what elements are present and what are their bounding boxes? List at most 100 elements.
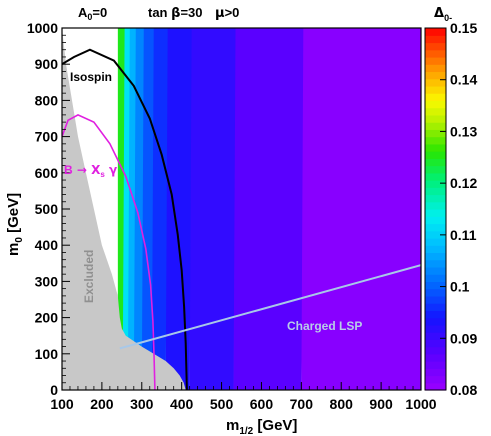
y-tick-label: 800: [35, 92, 59, 108]
isospin-contour: [62, 48, 188, 390]
y-axis-title: m0 [GeV]: [5, 193, 25, 256]
colorbar: [425, 28, 446, 391]
x-tick-label: 100: [50, 396, 74, 412]
colorbar-cell: [425, 346, 446, 355]
colorbar-cell: [425, 230, 446, 239]
colorbar-cell: [425, 339, 446, 348]
header-a0: A0=0: [78, 5, 107, 22]
x-tick-label: 400: [170, 396, 194, 412]
colorbar-cell: [425, 122, 446, 130]
y-tick-label: 900: [35, 56, 59, 72]
colorbar-cell: [425, 295, 446, 304]
overlays: [62, 28, 421, 390]
colorbar-cell: [425, 129, 446, 138]
colorbar-tick-label: 0.12: [450, 175, 477, 191]
colorbar-cell: [425, 382, 446, 391]
colorbar-cell: [425, 266, 446, 275]
colorbar-cell: [425, 100, 446, 109]
colorbar-cell: [425, 151, 446, 159]
colorbar-cell: [425, 165, 446, 174]
colorbar-cell: [425, 71, 446, 80]
colorbar-cell: [425, 259, 446, 268]
colorbar-cell: [425, 375, 446, 384]
colorbar-cell: [425, 78, 446, 87]
colorbar-tick-label: 0.14: [450, 72, 477, 88]
colorbar-cell: [425, 143, 446, 152]
heat-band: [126, 28, 154, 390]
heat-band: [134, 28, 192, 390]
colorbar-cell: [425, 252, 446, 261]
y-axis: 0 100 200 300 400 500 600 700 800 900 1000: [27, 20, 70, 398]
heat-band: [117, 28, 125, 390]
colorbar-cell: [425, 332, 446, 340]
colorbar-cell: [425, 172, 446, 181]
colorbar-cell: [425, 288, 446, 297]
colorbar-cell: [425, 180, 446, 188]
colorbar-cell: [425, 310, 446, 319]
colorbar-cell: [425, 303, 446, 311]
bsg-label: B → Xs γ: [64, 163, 117, 179]
colorbar-cell: [425, 223, 446, 232]
colorbar-cell: [425, 187, 446, 196]
x-tick-label: 600: [250, 396, 274, 412]
colorbar-cell: [425, 324, 446, 333]
colorbar-tick-label: 0.08: [450, 382, 477, 398]
x-axis: 100 200 300 400 500 600 700 800 900 1000: [50, 382, 437, 412]
colorbar-cell: [425, 64, 446, 73]
x-tick-label: 300: [130, 396, 154, 412]
colorbar-cell: [425, 42, 446, 51]
colorbar-cell: [425, 368, 446, 377]
colorbar-cell: [425, 194, 446, 203]
colorbar-cell: [425, 281, 446, 290]
heat-band: [180, 28, 421, 390]
colorbar-cell: [425, 85, 446, 94]
colorbar-cell: [425, 274, 446, 282]
y-tick-label: 600: [35, 165, 59, 181]
y-tick-label: 300: [35, 273, 59, 289]
heat-bands: [117, 28, 421, 390]
y-tick-label: 1000: [27, 20, 58, 36]
colorbar-frame: [424, 27, 447, 391]
colorbar-cell: [425, 93, 446, 101]
bsg-contour: [62, 114, 156, 390]
colorbar-cell: [425, 49, 446, 58]
x-tick-label: 800: [330, 396, 354, 412]
x-tick-label: 500: [210, 396, 234, 412]
colorbar-cell: [425, 158, 446, 167]
colorbar-ticks: 0.15 0.14 0.13 0.12 0.11 0.1 0.09 0.08: [440, 20, 477, 398]
colorbar-cell: [425, 35, 446, 44]
colorbar-cell: [425, 209, 446, 217]
colorbar-cell: [425, 56, 446, 65]
x-tick-label: 700: [290, 396, 314, 412]
colorbar-cell: [425, 317, 446, 326]
heat-band: [129, 28, 168, 390]
colorbar-tick-label: 0.11: [450, 227, 477, 243]
y-tick-label: 100: [35, 346, 59, 362]
colorbar-cell: [425, 361, 446, 369]
excluded-label: Excluded: [82, 250, 96, 303]
heat-band: [119, 28, 130, 390]
header-mu: μ>0: [215, 5, 239, 21]
y-tick-label: 700: [35, 129, 59, 145]
colorbar-title: Δ0-: [434, 6, 452, 23]
x-tick-label: 1000: [405, 396, 436, 412]
colorbar-cell: [425, 353, 446, 362]
x-axis-title: m1/2 [GeV]: [226, 417, 297, 436]
y-tick-label: 400: [35, 237, 59, 253]
y-tick-label: 0: [50, 382, 58, 398]
excluded-region: [62, 28, 186, 390]
colorbar-tick-label: 0.09: [450, 330, 477, 346]
colorbar-tick-label: 0.13: [450, 123, 477, 139]
colorbar-cell: [425, 201, 446, 210]
colorbar-cell: [425, 216, 446, 225]
x-tick-label: 200: [90, 396, 114, 412]
heat-band: [142, 28, 236, 390]
colorbar-cell: [425, 136, 446, 145]
charged-lsp-label: Charged LSP: [287, 319, 362, 333]
colorbar-cell: [425, 237, 446, 246]
colorbar-tick-label: 0.1: [450, 279, 470, 295]
x-tick-label: 900: [369, 396, 393, 412]
colorbar-cell: [425, 245, 446, 254]
charged-lsp-line: [119, 264, 421, 350]
